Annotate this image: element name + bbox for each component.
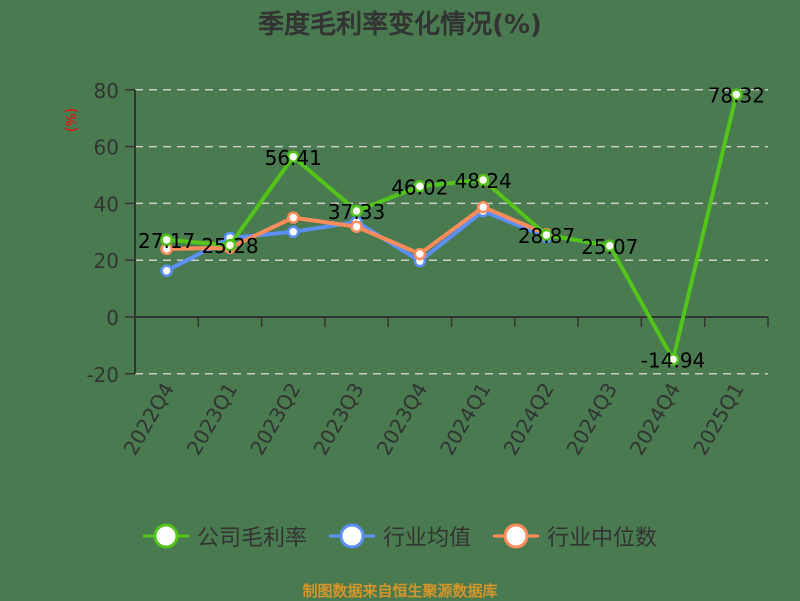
data-label: 25.07 bbox=[581, 235, 638, 259]
legend-marker-icon bbox=[493, 523, 539, 549]
company-gross-margin-line bbox=[166, 94, 739, 362]
chart-title: 季度毛利率变化情况(%) bbox=[258, 10, 542, 40]
data-point[interactable] bbox=[476, 173, 490, 187]
x-tick-label: 2025Q1 bbox=[688, 379, 748, 460]
y-tick-label: 20 bbox=[94, 249, 119, 273]
data-point[interactable] bbox=[413, 180, 427, 193]
legend-marker-icon bbox=[142, 523, 189, 549]
data-point[interactable] bbox=[287, 211, 300, 224]
legend-item[interactable]: 行业中位数 bbox=[493, 520, 657, 552]
y-tick-label: 80 bbox=[94, 79, 119, 103]
data-point[interactable] bbox=[603, 239, 616, 253]
x-tick-label: 2024Q1 bbox=[435, 379, 495, 460]
data-point[interactable] bbox=[287, 150, 300, 164]
data-point[interactable] bbox=[540, 228, 553, 242]
data-point[interactable] bbox=[350, 204, 363, 218]
data-point[interactable] bbox=[476, 200, 490, 214]
y-tick-label: 0 bbox=[106, 306, 119, 330]
x-tick-label: 2023Q4 bbox=[372, 379, 432, 460]
data-label: 46.02 bbox=[391, 175, 448, 199]
x-tick-label: 2024Q4 bbox=[625, 379, 685, 460]
legend-marker-icon bbox=[328, 523, 375, 549]
data-point[interactable] bbox=[160, 264, 173, 277]
legend-item[interactable]: 行业均值 bbox=[328, 520, 471, 552]
x-tick-label: 2022Q4 bbox=[119, 379, 179, 460]
legend-label: 行业均值 bbox=[382, 526, 471, 551]
data-label: 27.17 bbox=[138, 229, 195, 253]
y-tick-label: 60 bbox=[94, 136, 119, 160]
data-label: 48.24 bbox=[455, 169, 512, 193]
data-point[interactable] bbox=[287, 225, 300, 239]
data-label: 56.41 bbox=[265, 146, 322, 170]
data-point[interactable] bbox=[350, 220, 363, 233]
data-label: 78.32 bbox=[708, 84, 765, 108]
legend: 公司毛利率 行业均值 行业中位数 bbox=[0, 520, 800, 552]
data-source-footer: 制图数据来自恒生聚源数据库 bbox=[302, 582, 498, 600]
data-point[interactable] bbox=[730, 88, 743, 101]
x-tick-label: 2023Q3 bbox=[308, 379, 368, 460]
legend-label: 行业中位数 bbox=[547, 526, 658, 551]
data-label: 37.33 bbox=[328, 200, 385, 224]
data-label: 28.87 bbox=[518, 224, 575, 248]
data-point[interactable] bbox=[666, 353, 680, 366]
x-tick-label: 2023Q2 bbox=[245, 379, 305, 460]
legend-label: 公司毛利率 bbox=[196, 526, 307, 551]
data-point[interactable] bbox=[160, 233, 173, 247]
data-label: -14.94 bbox=[641, 348, 705, 372]
x-tick-label: 2023Q1 bbox=[182, 379, 242, 460]
x-tick-label: 2024Q2 bbox=[498, 379, 558, 460]
y-tick-label: 40 bbox=[94, 192, 119, 216]
y-tick-label: -20 bbox=[86, 363, 119, 387]
data-point[interactable] bbox=[413, 247, 427, 261]
x-tick-label: 2024Q3 bbox=[562, 379, 622, 460]
data-label: 25.28 bbox=[201, 234, 258, 258]
data-point[interactable] bbox=[223, 238, 237, 252]
legend-item[interactable]: 公司毛利率 bbox=[142, 520, 307, 552]
